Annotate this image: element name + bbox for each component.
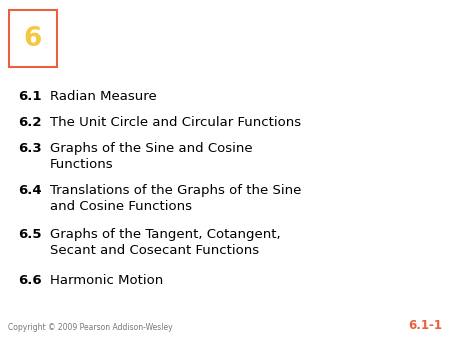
Text: Graphs of the Sine and Cosine
Functions: Graphs of the Sine and Cosine Functions — [50, 142, 252, 170]
Text: 6.4: 6.4 — [18, 184, 41, 197]
Text: Translations of the Graphs of the Sine
and Cosine Functions: Translations of the Graphs of the Sine a… — [50, 184, 302, 213]
Text: 6.1: 6.1 — [18, 90, 41, 103]
Text: 6: 6 — [24, 25, 42, 51]
Text: 6.6: 6.6 — [18, 274, 41, 287]
Text: The Circular Functions and: The Circular Functions and — [67, 16, 337, 34]
Text: Radian Measure: Radian Measure — [50, 90, 157, 103]
Text: Harmonic Motion: Harmonic Motion — [50, 274, 163, 287]
Text: Their Graphs: Their Graphs — [67, 47, 198, 65]
Text: 6.5: 6.5 — [18, 228, 41, 241]
Text: The Unit Circle and Circular Functions: The Unit Circle and Circular Functions — [50, 116, 301, 129]
Text: Graphs of the Tangent, Cotangent,
Secant and Cosecant Functions: Graphs of the Tangent, Cotangent, Secant… — [50, 228, 281, 257]
Text: 6.3: 6.3 — [18, 142, 41, 155]
Text: Copyright © 2009 Pearson Addison-Wesley: Copyright © 2009 Pearson Addison-Wesley — [8, 323, 173, 332]
Text: 6.2: 6.2 — [18, 116, 41, 129]
Text: 6.1-1: 6.1-1 — [408, 319, 442, 332]
FancyBboxPatch shape — [9, 10, 57, 67]
